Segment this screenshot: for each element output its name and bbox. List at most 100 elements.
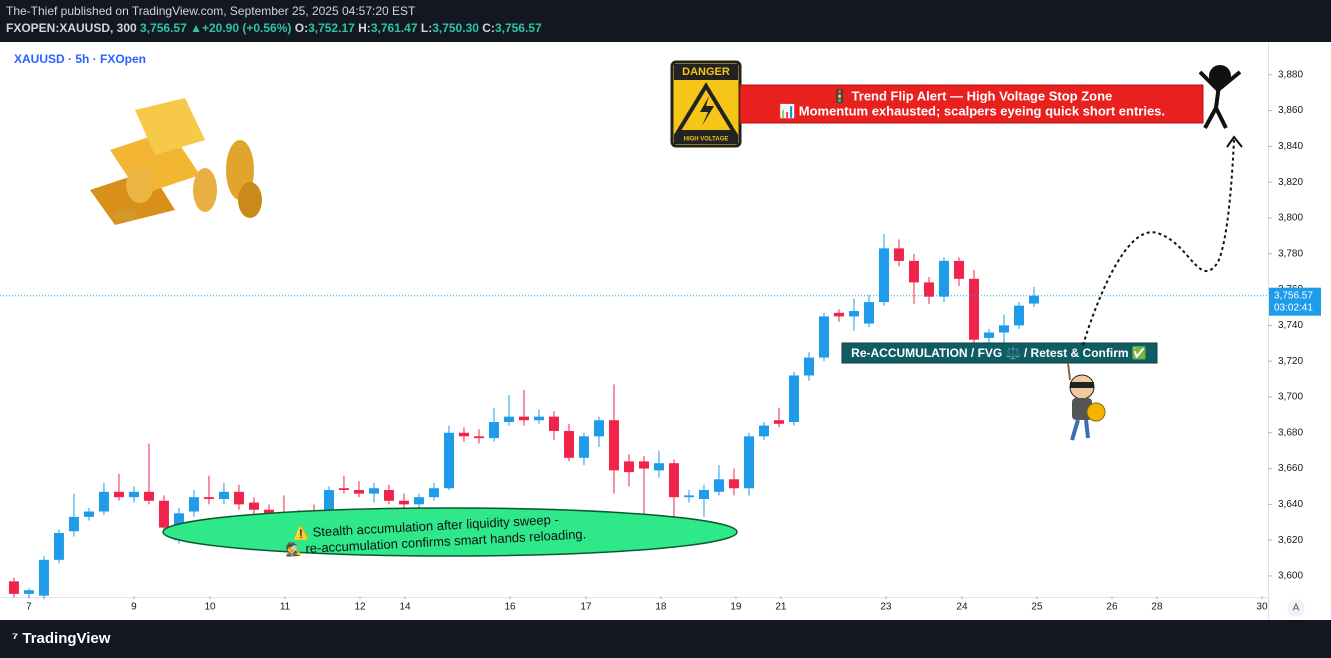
h-label: H: [358, 21, 371, 35]
y-tick-label: 3,740 [1278, 320, 1303, 331]
candle-body [1028, 295, 1039, 304]
o: 3,752.17 [308, 21, 355, 35]
h: 3,761.47 [371, 21, 418, 35]
x-tick-label: 11 [280, 602, 291, 613]
candle-body [698, 490, 709, 499]
y-tick-label: 3,800 [1278, 213, 1303, 224]
x-tick-label: 21 [775, 602, 787, 613]
countdown-label: 03:02:41 [1274, 302, 1313, 313]
projection-arrow [1082, 139, 1235, 346]
candle-body [593, 420, 604, 437]
x-tick-label: 19 [730, 602, 742, 613]
candle-body [248, 502, 259, 510]
candle-body [983, 332, 994, 338]
candle-body [188, 497, 199, 512]
candle-body [743, 436, 754, 489]
candle-body [803, 357, 814, 376]
symbol-line: FXOPEN:XAUUSD, 300 3,756.57 ▲+20.90 (+0.… [6, 21, 542, 35]
y-tick-label: 3,660 [1278, 463, 1303, 474]
candle-body [968, 278, 979, 340]
candle-body [548, 416, 559, 431]
candle-body [8, 581, 19, 594]
thief-icon [1067, 362, 1106, 441]
y-tick-label: 3,640 [1278, 499, 1303, 510]
candle-body [203, 497, 214, 499]
chart-title: XAUUSD · 5h · FXOpen [14, 52, 146, 66]
l-label: L: [421, 21, 432, 35]
auto-button[interactable] [1287, 599, 1305, 617]
candle-body [608, 420, 619, 471]
x-tick-label: 17 [580, 602, 592, 613]
brand: TradingView [22, 630, 110, 647]
candle-body [533, 416, 544, 421]
candle-body [638, 461, 649, 469]
alert-box [739, 84, 1204, 124]
x-tick-label: 28 [1151, 602, 1163, 613]
footer-bar [0, 620, 1331, 658]
candle-body [338, 488, 349, 491]
stealth-ellipse [162, 507, 738, 557]
reaccumulation-box [841, 342, 1158, 364]
candle-body [563, 430, 574, 458]
y-tick-label: 3,780 [1278, 248, 1303, 259]
x-tick-label: 24 [956, 602, 968, 613]
x-tick-label: 23 [880, 602, 892, 613]
c-label: C: [482, 21, 495, 35]
auto-button-label[interactable]: A [1293, 603, 1300, 614]
candle-body [368, 488, 379, 494]
footer-brand: ⁷ TradingView [12, 630, 111, 647]
candle-body [53, 532, 64, 560]
candle-body [113, 491, 124, 498]
x-tick-label: 18 [655, 602, 667, 613]
x-tick-label: 25 [1031, 602, 1043, 613]
candle-body [758, 425, 769, 437]
x-tick-label: 30 [1256, 602, 1268, 613]
x-tick-label: 7 [26, 602, 32, 613]
candle-body [83, 511, 94, 517]
c: 3,756.57 [495, 21, 542, 35]
x-tick-label: 12 [354, 602, 366, 613]
high-voltage-text: HIGH VOLTAGE [684, 137, 729, 143]
o-label: O: [295, 21, 308, 35]
candle-body [158, 500, 169, 528]
candle-body [908, 260, 919, 283]
header-bar [0, 0, 1331, 42]
candle-body [668, 463, 679, 498]
y-tick-label: 3,860 [1278, 105, 1303, 116]
x-tick-label: 9 [131, 602, 137, 613]
candle-body [518, 416, 529, 421]
candle-body [893, 248, 904, 261]
candle-body [713, 479, 724, 492]
candle-body [353, 490, 364, 494]
y-tick-label: 3,700 [1278, 392, 1303, 403]
y-tick-label: 3,840 [1278, 141, 1303, 152]
candle-body [413, 497, 424, 505]
candle-body [233, 491, 244, 505]
candle-body [923, 282, 934, 297]
l: 3,750.30 [432, 21, 479, 35]
symbol: FXOPEN:XAUUSD, 300 [6, 21, 137, 35]
x-tick-label: 14 [399, 602, 411, 613]
candle-body [878, 248, 889, 303]
candle-body [863, 302, 874, 324]
shocked-figure [1198, 65, 1242, 129]
last-price-box [1269, 287, 1321, 316]
candle-body [683, 495, 694, 498]
candle-body [443, 432, 454, 489]
candle-body [398, 500, 409, 505]
candle-body [98, 491, 109, 512]
candle-body [773, 420, 784, 424]
gold-decoration [90, 98, 262, 225]
alert-line1: 🚦 Trend Flip Alert — High Voltage Stop Z… [832, 88, 1113, 103]
candle-body [953, 260, 964, 279]
candle-body [383, 490, 394, 501]
arrow-head [1226, 135, 1243, 148]
change: ▲+20.90 (+0.56%) [190, 21, 291, 35]
candle-body [833, 312, 844, 317]
candle-body [503, 416, 514, 423]
y-tick-label: 3,620 [1278, 535, 1303, 546]
candle-body [218, 491, 229, 499]
candle-body [68, 516, 79, 532]
published: The-Thief published on TradingView.com, … [6, 4, 416, 18]
